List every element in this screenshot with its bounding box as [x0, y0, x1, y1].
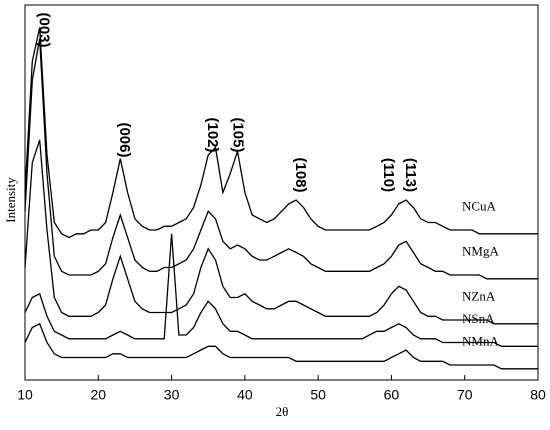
- series-line: [24, 38, 538, 280]
- series-label: NZnA: [462, 289, 496, 304]
- series-label: NMgA: [462, 244, 499, 259]
- series-line: [24, 322, 538, 370]
- peak-label: (110): [380, 158, 397, 192]
- peak-label: (105): [230, 117, 247, 152]
- x-tick-label: 70: [457, 387, 473, 403]
- series-label: NMnA: [462, 334, 499, 349]
- series-label: NCuA: [462, 199, 497, 214]
- peak-label: (003): [35, 12, 52, 47]
- peak-label: (113): [402, 158, 419, 192]
- series-line: [24, 233, 538, 347]
- x-tick-label: 60: [384, 387, 400, 403]
- x-tick-label: 20: [90, 387, 106, 403]
- x-tick-label: 50: [310, 387, 326, 403]
- x-tick-label: 80: [530, 387, 546, 403]
- x-tick-label: 40: [237, 387, 253, 403]
- x-tick-label: 30: [164, 387, 180, 403]
- peak-label: (006): [116, 122, 133, 157]
- series-label: NSnA: [462, 311, 495, 326]
- series-line: [24, 139, 538, 325]
- peak-label: (102): [204, 117, 221, 152]
- series-line: [24, 27, 538, 239]
- x-tick-label: 10: [17, 387, 33, 403]
- peak-label: (108): [292, 157, 309, 192]
- x-axis-label: 2θ: [276, 404, 289, 419]
- y-axis-label: Intensity: [3, 177, 18, 223]
